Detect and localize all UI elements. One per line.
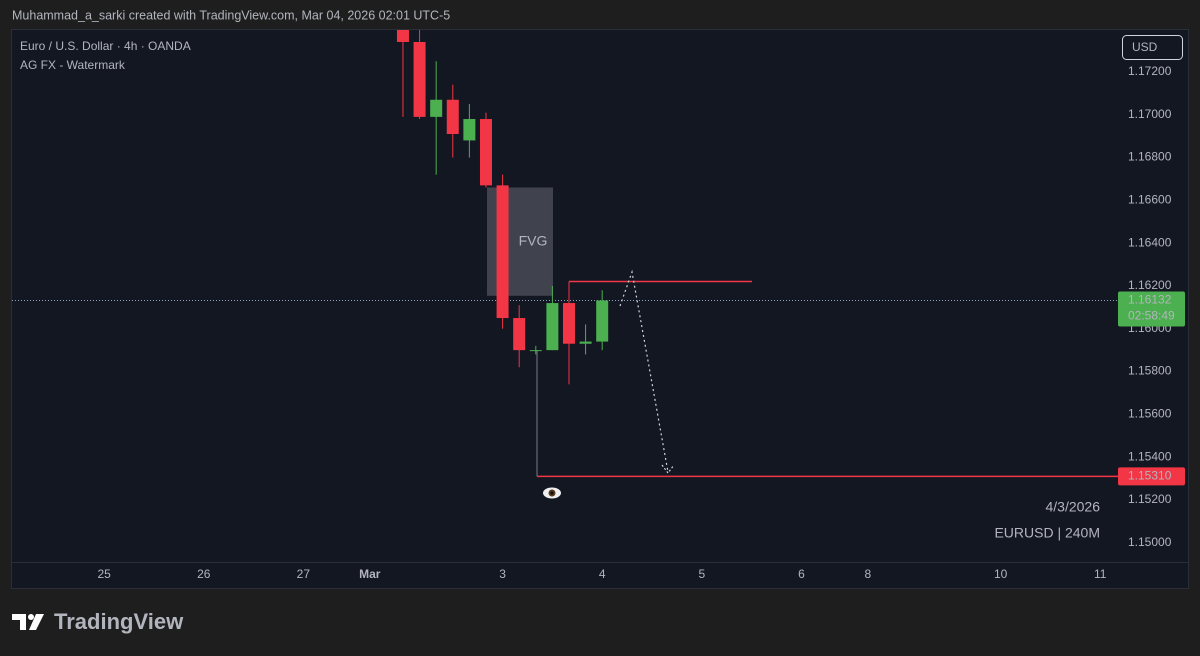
candle-body	[596, 300, 609, 342]
last-price-badge	[1118, 291, 1185, 327]
candle-body	[463, 119, 476, 141]
brand-name: TradingView	[54, 609, 184, 634]
y-tick-label: 1.15600	[1128, 407, 1172, 421]
y-tick-label: 1.16200	[1128, 278, 1172, 292]
watermark-date: 4/3/2026	[1046, 499, 1101, 515]
y-tick-label: 1.15400	[1128, 449, 1172, 463]
candle-body	[546, 303, 559, 351]
candle-body	[396, 30, 409, 42]
candle-body	[430, 99, 443, 117]
credit: Muhammad_a_sarki created with TradingVie…	[12, 8, 450, 22]
overlay: 1.17200 1.17000 1.16800 1.16600 1.16400 1.162…	[97, 64, 1185, 581]
target-label: 1.15310	[1128, 469, 1172, 483]
y-tick-label: 1.15800	[1128, 364, 1172, 378]
candle-body	[579, 341, 592, 344]
chart-subtitle: AG FX - Watermark	[20, 58, 126, 72]
candle-body	[562, 303, 575, 344]
currency[interactable]: USD	[1132, 40, 1158, 54]
x-tick-label: 27	[297, 567, 311, 581]
x-tick-label: 11	[1094, 567, 1107, 581]
chart-title: Euro / U.S. Dollar · 4h · OANDA	[20, 39, 191, 53]
y-tick-label: 1.17000	[1128, 107, 1172, 121]
eye-icon	[543, 487, 561, 499]
currency-button[interactable]	[1122, 35, 1183, 60]
fvg-label: FVG	[519, 232, 548, 248]
brand-logo	[12, 614, 44, 630]
candle-body	[529, 350, 542, 352]
y-tick-label: 1.17200	[1128, 64, 1172, 78]
countdown: 02:58:49	[1128, 309, 1175, 323]
x-tick-label: 8	[864, 567, 871, 581]
x-tick-label: 5	[698, 567, 705, 581]
y-tick-label: 1.16600	[1128, 193, 1172, 207]
x-tick-label: 3	[499, 567, 506, 581]
x-tick-label: 25	[97, 567, 111, 581]
y-tick-label: 1.15000	[1128, 535, 1172, 549]
candle-body	[513, 318, 526, 351]
watermark-symbol: EURUSD | 240M	[994, 525, 1100, 541]
candle-body	[413, 41, 426, 117]
x-tick-label: 10	[994, 567, 1008, 581]
x-tick-label: 26	[197, 567, 211, 581]
projection-arrowhead	[661, 464, 675, 474]
candle-body	[479, 119, 492, 186]
projection-path	[619, 269, 669, 473]
pane: FVG	[12, 30, 1118, 478]
x-tick-label: Mar	[359, 567, 381, 581]
candle-body	[446, 99, 459, 135]
y-tick-label: 1.16800	[1128, 150, 1172, 164]
y-tick-label: 1.15200	[1128, 492, 1172, 506]
x-tick-label: 4	[599, 567, 606, 581]
candle-body	[496, 185, 509, 319]
target-badge	[1118, 467, 1185, 486]
x-tick-label: 6	[798, 567, 805, 581]
last-price-label: 1.16132	[1128, 293, 1172, 307]
y-tick-label: 1.16400	[1128, 235, 1172, 249]
